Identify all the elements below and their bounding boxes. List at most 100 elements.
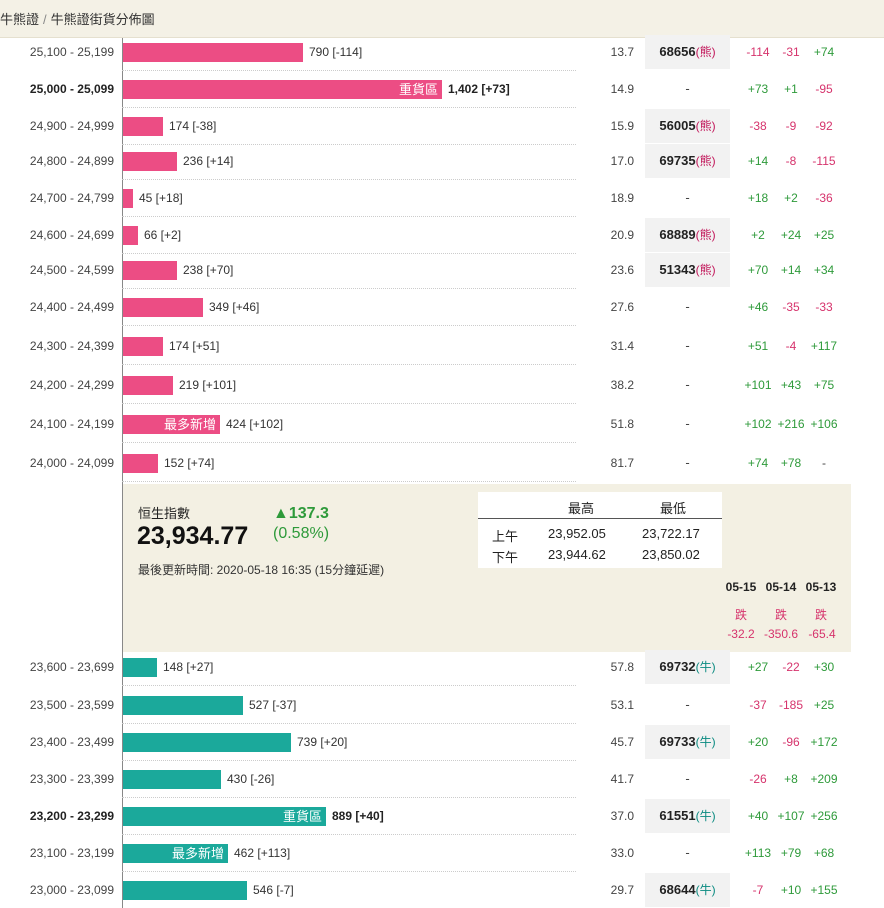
history-value-1: -32.2: [727, 627, 755, 641]
daily-change-3: +68: [813, 846, 835, 860]
bear-bar[interactable]: [123, 117, 163, 136]
history-direction-3: 跌: [814, 608, 827, 622]
cbbc-code[interactable]: 68656(熊): [645, 35, 730, 69]
row-divider: [122, 325, 576, 326]
daily-change-2: -185: [778, 698, 804, 712]
row-divider: [122, 834, 576, 835]
cbbc-code[interactable]: 56005(熊): [645, 109, 730, 143]
row-divider: [122, 403, 576, 404]
row-divider: [122, 253, 576, 254]
cbbc-code[interactable]: 68889(熊): [645, 218, 730, 252]
high-low-table: 最高 最低 上午 23,952.05 23,722.17 下午 23,944.6…: [478, 492, 722, 568]
bull-row: 23,200 - 23,299 重貨區 889 [+40] 37.0 61551(牛) +…: [0, 798, 884, 835]
row-divider: [122, 70, 576, 71]
daily-change-1: +113: [744, 846, 772, 860]
outstanding-value: 430 [-26]: [227, 772, 275, 786]
bear-bar[interactable]: 最多新增: [123, 415, 220, 434]
strike-range: 23,400 - 23,499: [29, 735, 114, 749]
bull-bar[interactable]: 重貨區: [123, 807, 326, 826]
index-change: ▲137.3: [273, 505, 329, 522]
daily-change-1: +46: [747, 300, 769, 314]
bear-bar[interactable]: [123, 337, 163, 356]
row-divider: [122, 364, 576, 365]
daily-change-3: +256: [810, 809, 838, 823]
daily-change-3: +30: [813, 660, 835, 674]
bull-bar[interactable]: 最多新增: [123, 844, 228, 863]
strike-range: 24,000 - 24,099: [29, 456, 114, 470]
bear-bar[interactable]: [123, 376, 173, 395]
cbbc-type-tag: (牛): [695, 883, 716, 897]
cbbc-type-tag: (牛): [695, 660, 716, 674]
outstanding-value: 527 [-37]: [249, 698, 297, 712]
cbbc-code-number: 61551: [659, 808, 696, 823]
daily-change-1: +51: [747, 339, 769, 353]
bear-row: 24,200 - 24,299 219 [+101] 38.2 - +101 +43 +75: [0, 367, 884, 404]
percent-to-index: 29.7: [610, 883, 634, 897]
bear-bar[interactable]: [123, 454, 158, 473]
cbbc-code[interactable]: 69732(牛): [645, 650, 730, 684]
daily-change-1: -38: [749, 119, 767, 133]
cbbc-code-empty: -: [685, 81, 690, 96]
daily-change-1: +70: [747, 263, 769, 277]
bull-bar[interactable]: [123, 770, 221, 789]
bear-bar[interactable]: [123, 43, 303, 62]
percent-to-index: 18.9: [610, 191, 634, 205]
daily-change-3: +117: [810, 339, 838, 353]
cbbc-code[interactable]: 51343(熊): [645, 253, 730, 287]
bull-bar[interactable]: [123, 658, 157, 677]
bull-row: 23,300 - 23,399 430 [-26] 41.7 - -26 +8 +209: [0, 761, 884, 798]
row-divider: [122, 481, 576, 482]
bull-bar[interactable]: [123, 881, 247, 900]
bear-bar[interactable]: [123, 226, 138, 245]
history-direction-1: 跌: [734, 608, 747, 622]
cbbc-code-empty: -: [685, 416, 690, 431]
cbbc-code-empty: -: [685, 771, 690, 786]
outstanding-value: 462 [+113]: [234, 846, 291, 860]
bar-highlight-label: 最多新增: [163, 417, 216, 432]
cbbc-code-empty: -: [685, 299, 690, 314]
percent-to-index: 20.9: [610, 228, 634, 242]
row-divider: [122, 685, 576, 686]
bull-bar[interactable]: [123, 733, 291, 752]
outstanding-value: 148 [+27]: [163, 660, 214, 674]
bear-row: 24,900 - 24,999 174 [-38] 15.9 56005(熊) -38 -…: [0, 108, 884, 145]
breadcrumb-current: 牛熊證街貨分佈圖: [50, 12, 155, 27]
breadcrumb-cbbc-link[interactable]: 牛熊證: [0, 12, 40, 27]
daily-change-2: +78: [780, 456, 802, 470]
daily-change-3: +25: [813, 698, 835, 712]
cbbc-code-number: 69733: [659, 734, 696, 749]
daily-change-2: +14: [780, 263, 802, 277]
bear-bar[interactable]: [123, 152, 177, 171]
cbbc-code[interactable]: 61551(牛): [645, 799, 730, 833]
daily-change-1: -37: [749, 698, 767, 712]
bear-row: 25,000 - 25,099 重貨區 1,402 [+73] 14.9 - +73 +1 -…: [0, 71, 884, 108]
bear-bar[interactable]: [123, 189, 133, 208]
bear-bar[interactable]: [123, 261, 177, 280]
cbbc-code[interactable]: 69733(牛): [645, 725, 730, 759]
index-value: 23,934.77: [137, 522, 249, 550]
cbbc-type-tag: (牛): [695, 735, 716, 749]
bear-bar[interactable]: [123, 298, 203, 317]
daily-change-3: -33: [815, 300, 833, 314]
cbbc-code-empty: -: [685, 845, 690, 860]
daily-change-2: +8: [784, 772, 798, 786]
cbbc-code[interactable]: 69735(熊): [645, 144, 730, 178]
daily-change-2: +107: [777, 809, 805, 823]
bull-bar[interactable]: [123, 696, 243, 715]
percent-to-index: 53.1: [610, 698, 634, 712]
strike-range: 24,500 - 24,599: [29, 263, 114, 277]
row-divider: [122, 797, 576, 798]
history-date-3: 05-13: [805, 580, 837, 594]
daily-change-1: +73: [747, 82, 769, 96]
cbbc-code-number: 68889: [659, 227, 696, 242]
bear-bar[interactable]: 重貨區: [123, 80, 442, 99]
daily-change-3: +155: [810, 883, 838, 897]
cbbc-code[interactable]: 68644(牛): [645, 873, 730, 907]
history-value-2: -350.6: [763, 627, 799, 641]
percent-to-index: 14.9: [610, 82, 634, 96]
daily-change-3: +25: [813, 228, 835, 242]
strike-range: 24,600 - 24,699: [29, 228, 114, 242]
row-divider: [122, 871, 576, 872]
afternoon-label: 下午: [492, 550, 519, 565]
daily-change-3: -92: [815, 119, 833, 133]
